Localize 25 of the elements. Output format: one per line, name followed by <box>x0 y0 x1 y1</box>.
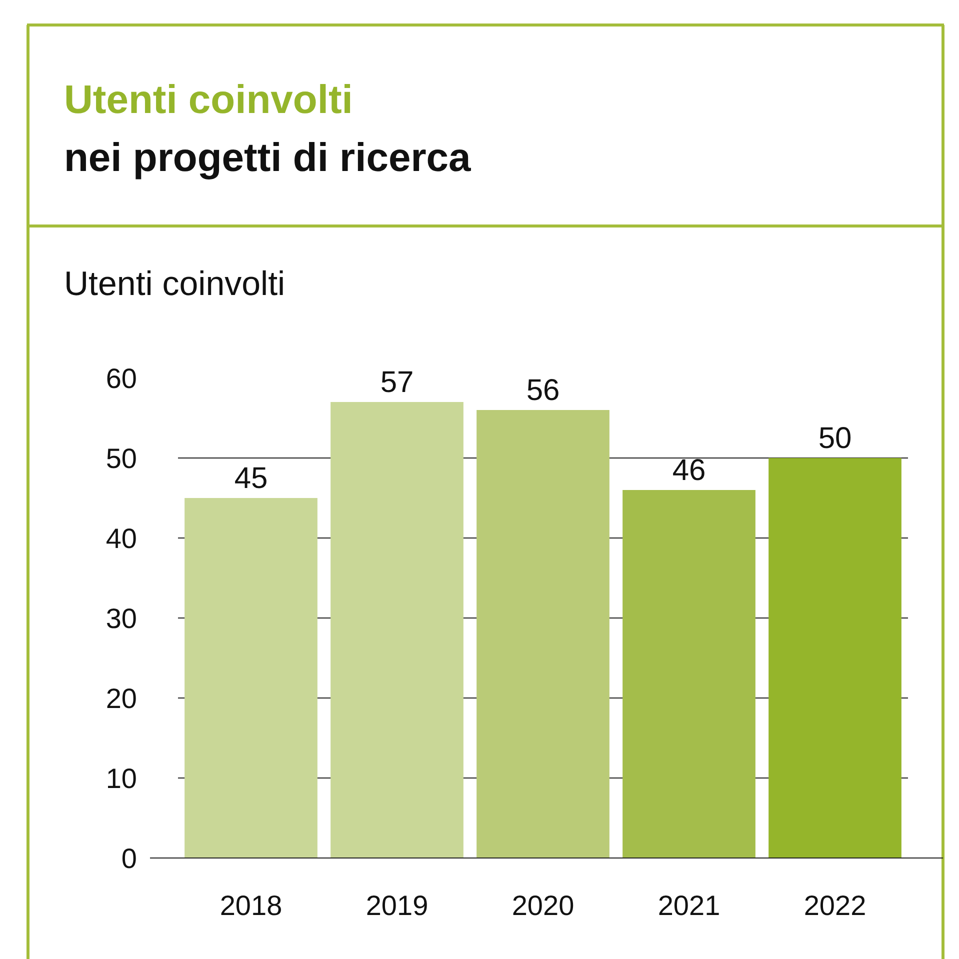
chart-subtitle: nei progetti di ricerca <box>64 136 472 180</box>
data-label: 57 <box>380 366 414 399</box>
y-tick-label: 50 <box>106 442 137 474</box>
bar <box>768 458 902 858</box>
y-axis-title: Utenti coinvolti <box>64 265 286 303</box>
y-tick-label: 30 <box>106 602 137 634</box>
y-tick-label: 10 <box>106 762 137 794</box>
x-tick-label: 2019 <box>366 890 428 921</box>
bar <box>184 498 318 858</box>
x-tick-label: 2021 <box>658 890 720 921</box>
data-label: 50 <box>818 422 852 455</box>
data-label: 56 <box>526 374 560 407</box>
x-tick-label: 2022 <box>804 890 866 921</box>
bar <box>330 402 464 858</box>
x-tick-label: 2020 <box>512 890 574 921</box>
y-tick-label: 20 <box>106 682 137 714</box>
chart-title: Utenti coinvolti <box>64 78 353 122</box>
data-label: 45 <box>234 462 268 495</box>
y-tick-label: 40 <box>106 522 137 554</box>
bar <box>476 410 610 858</box>
x-tick-label: 2018 <box>220 890 282 921</box>
y-tick-label: 0 <box>121 842 137 874</box>
y-tick-label: 60 <box>106 362 137 394</box>
data-label: 46 <box>672 454 706 487</box>
bar <box>622 490 756 858</box>
